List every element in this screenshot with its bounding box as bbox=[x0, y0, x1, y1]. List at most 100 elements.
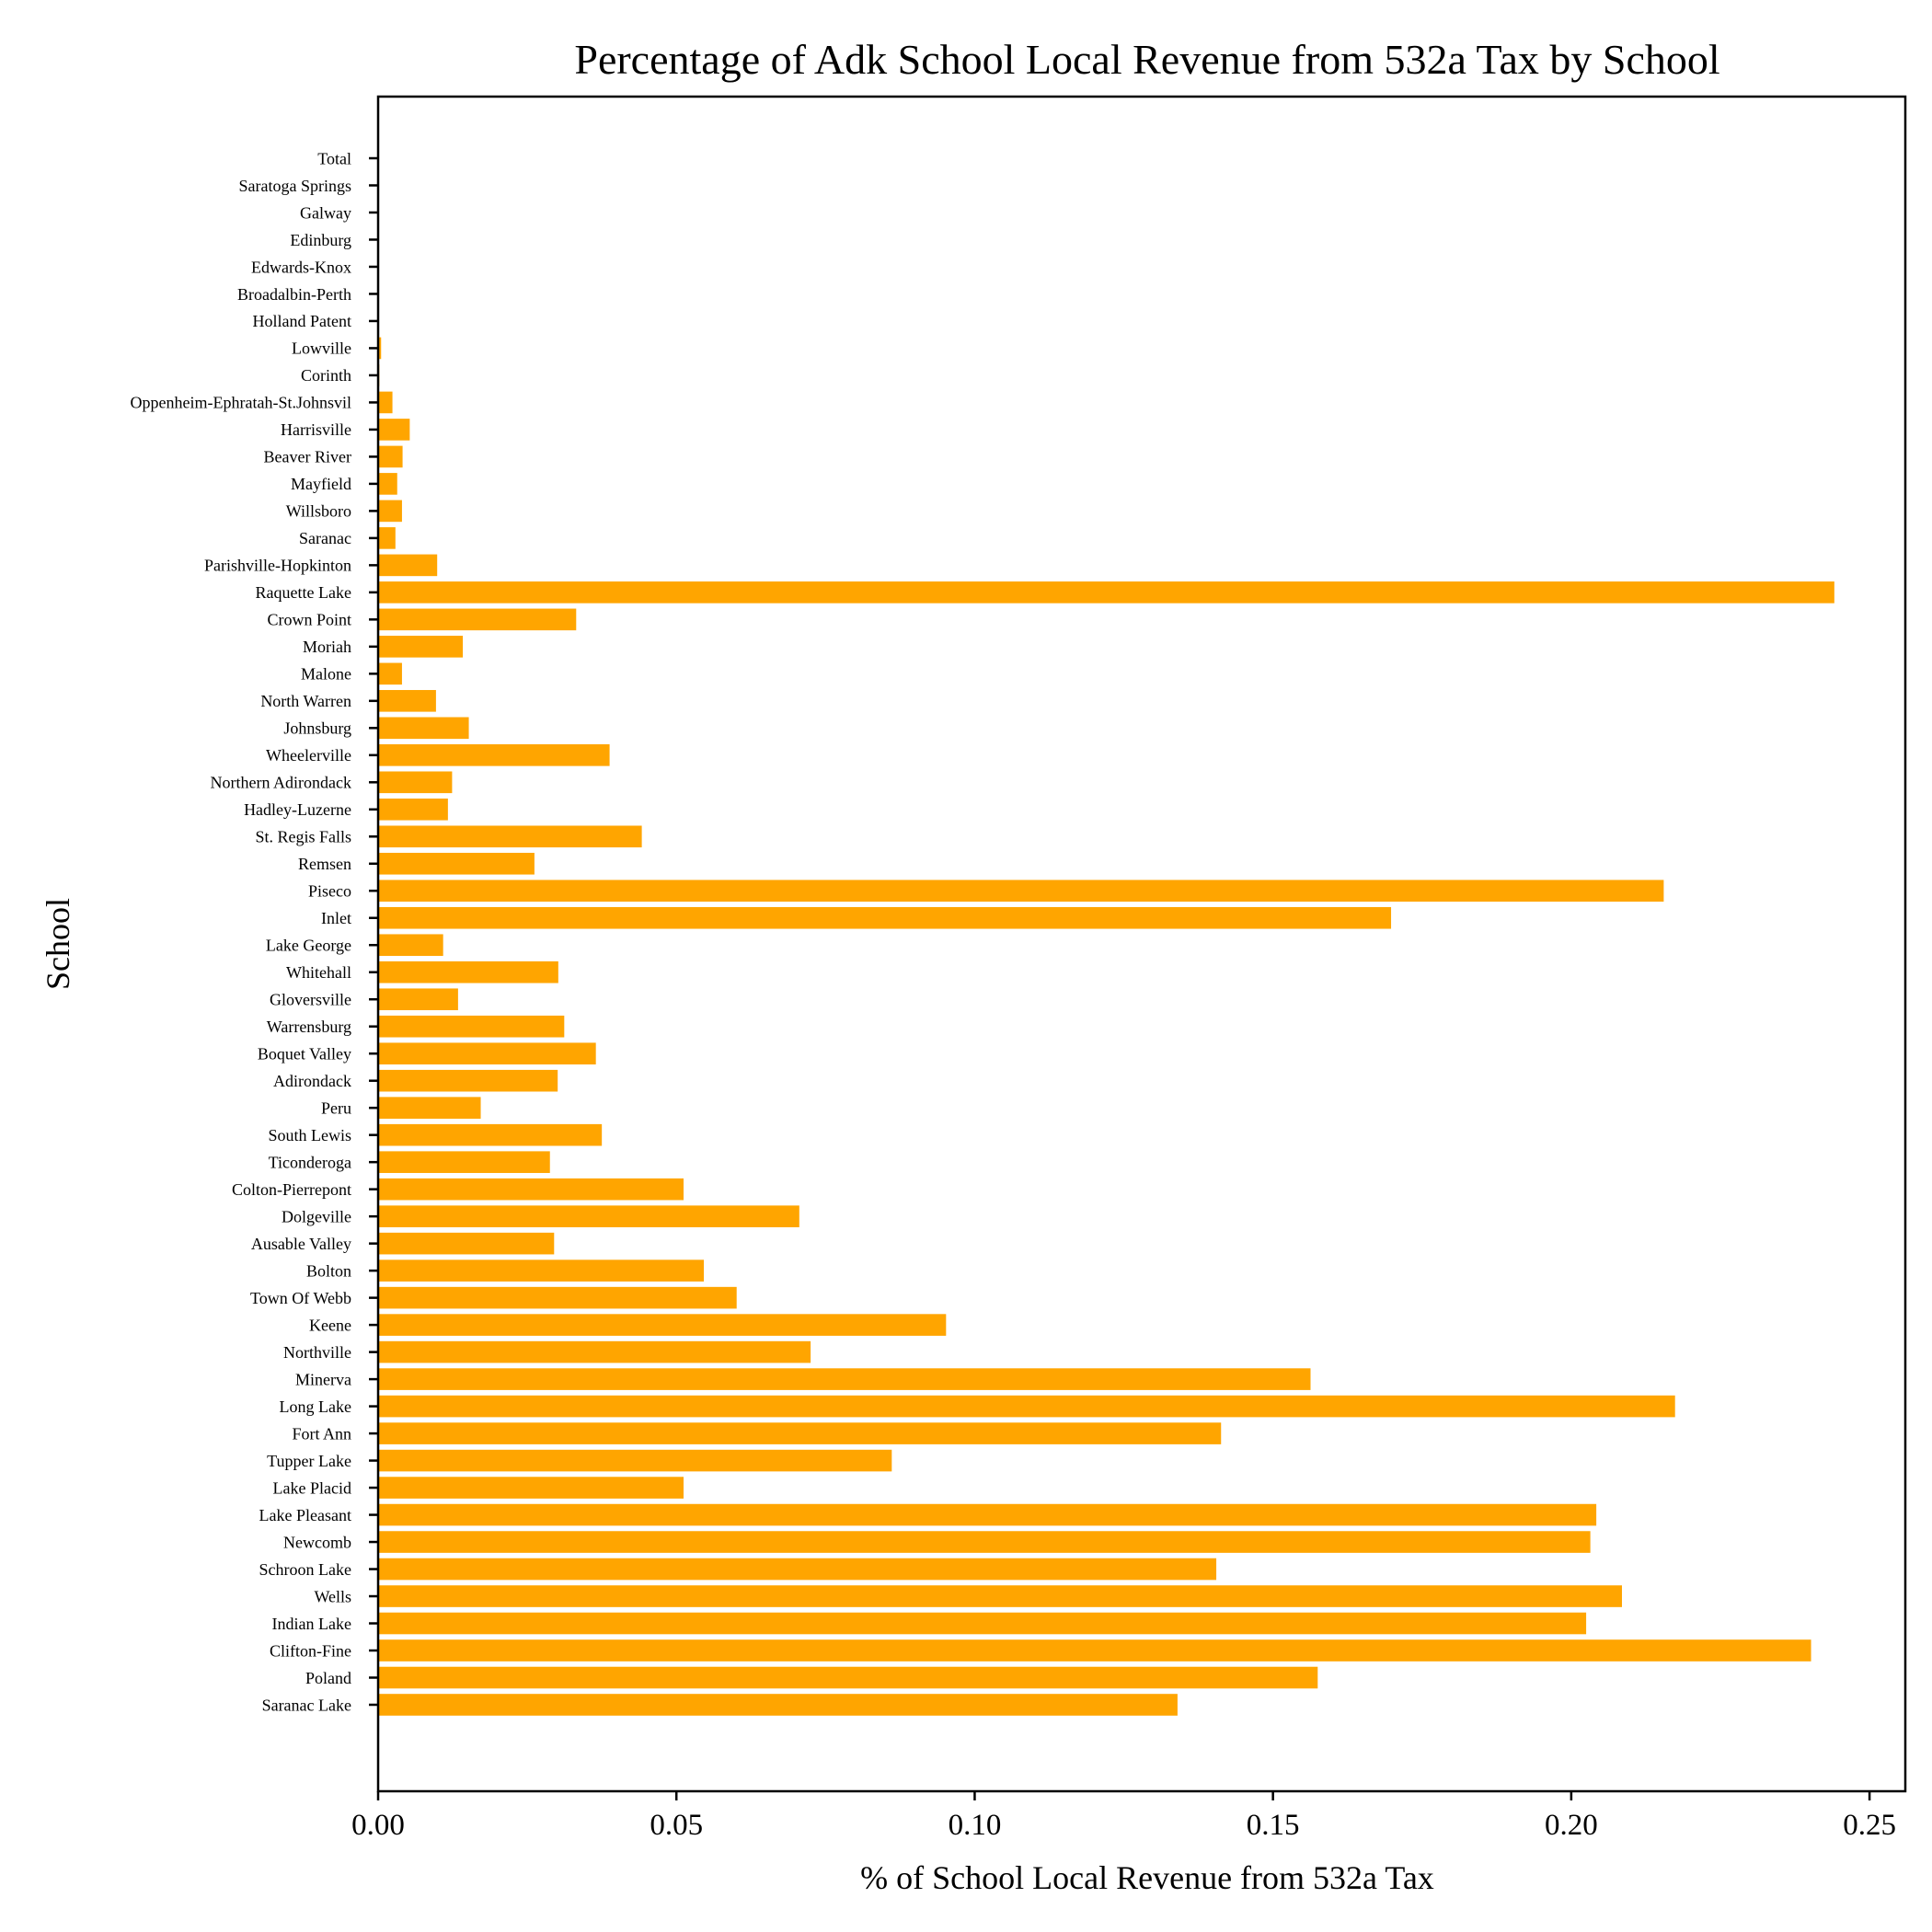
y-tick-label-south-lewis: South Lewis bbox=[268, 1126, 351, 1144]
bar-whitehall bbox=[378, 960, 558, 983]
bar-fort-ann bbox=[378, 1422, 1222, 1444]
bar-newcomb bbox=[378, 1531, 1591, 1553]
bar-parishville-hopkinton bbox=[378, 554, 438, 577]
bar-clifton-fine bbox=[378, 1639, 1811, 1662]
bar-long-lake bbox=[378, 1395, 1675, 1418]
bar-boquet-valley bbox=[378, 1042, 596, 1065]
bar-northern-adirondack bbox=[378, 771, 453, 794]
y-ticks-group: Saranac Lake Poland Clifton-Fine Indian Lak… bbox=[131, 149, 378, 1714]
bar-malone bbox=[378, 662, 402, 685]
bar-remsen bbox=[378, 852, 535, 875]
bar-warrensburg bbox=[378, 1015, 565, 1038]
bar-wheelerville bbox=[378, 744, 610, 766]
bar-colton-pierrepont bbox=[378, 1178, 684, 1201]
bar-peru bbox=[378, 1097, 481, 1119]
x-tick-label-0: 0.00 bbox=[351, 1809, 405, 1842]
y-tick-label-oppenheim-ephratah-st-johnsvil: Oppenheim-Ephratah-St.Johnsvil bbox=[131, 394, 351, 412]
y-tick-label-dolgeville: Dolgeville bbox=[282, 1207, 351, 1225]
bar-moriah bbox=[378, 636, 464, 658]
y-tick-label-moriah: Moriah bbox=[303, 638, 351, 656]
y-tick-label-broadalbin-perth: Broadalbin-Perth bbox=[237, 285, 351, 304]
bar-lake-placid bbox=[378, 1477, 684, 1499]
y-tick-label-malone: Malone bbox=[301, 665, 351, 684]
bar-south-lewis bbox=[378, 1123, 603, 1146]
x-tick-label-5: 0.25 bbox=[1843, 1809, 1896, 1842]
y-tick-label-whitehall: Whitehall bbox=[286, 963, 351, 982]
bar-bolton bbox=[378, 1259, 705, 1282]
y-tick-label-schroon-lake: Schroon Lake bbox=[259, 1560, 351, 1579]
bar-beaver-river bbox=[378, 445, 403, 468]
y-tick-label-keene: Keene bbox=[309, 1316, 351, 1334]
bar-indian-lake bbox=[378, 1612, 1587, 1635]
y-tick-label-lowville: Lowville bbox=[292, 339, 351, 358]
bar-dolgeville bbox=[378, 1205, 799, 1227]
y-tick-label-holland-patent: Holland Patent bbox=[253, 312, 351, 330]
y-tick-label-town-of-webb: Town Of Webb bbox=[250, 1289, 351, 1307]
y-tick-label-hadley-luzerne: Hadley-Luzerne bbox=[244, 800, 351, 819]
bars-group bbox=[378, 282, 1834, 1716]
y-tick-label-adirondack: Adirondack bbox=[273, 1072, 351, 1090]
y-tick-label-lake-placid: Lake Placid bbox=[273, 1478, 351, 1497]
y-tick-label-lake-pleasant: Lake Pleasant bbox=[259, 1506, 351, 1524]
bar-wells bbox=[378, 1585, 1622, 1607]
y-tick-label-newcomb: Newcomb bbox=[283, 1533, 351, 1551]
y-tick-label-peru: Peru bbox=[321, 1098, 351, 1117]
x-axis-label: % of School Local Revenue from 532a Tax bbox=[860, 1859, 1434, 1896]
bar-ausable-valley bbox=[378, 1232, 555, 1255]
y-tick-label-mayfield: Mayfield bbox=[291, 475, 351, 493]
bar-mayfield bbox=[378, 473, 397, 495]
y-tick-label-wheelerville: Wheelerville bbox=[266, 746, 351, 765]
y-tick-label-bolton: Bolton bbox=[306, 1261, 351, 1280]
y-tick-label-north-warren: North Warren bbox=[260, 692, 351, 710]
bar-adirondack bbox=[378, 1069, 558, 1092]
bar-northville bbox=[378, 1340, 811, 1363]
bar-willsboro bbox=[378, 500, 402, 523]
y-tick-label-willsboro: Willsboro bbox=[286, 502, 351, 521]
y-tick-label-inlet: Inlet bbox=[321, 909, 351, 927]
y-tick-label-warrensburg: Warrensburg bbox=[267, 1018, 351, 1036]
y-tick-label-galway: Galway bbox=[300, 203, 351, 222]
y-tick-label-minerva: Minerva bbox=[295, 1370, 351, 1388]
x-tick-label-4: 0.20 bbox=[1545, 1809, 1598, 1842]
y-tick-label-long-lake: Long Lake bbox=[280, 1397, 351, 1416]
bar-harrisville bbox=[378, 419, 410, 441]
y-tick-label-indian-lake: Indian Lake bbox=[272, 1615, 351, 1633]
bar-hadley-luzerne bbox=[378, 798, 448, 821]
y-tick-label-edwards-knox: Edwards-Knox bbox=[251, 258, 351, 276]
bar-raquette-lake bbox=[378, 581, 1834, 604]
bar-lake-pleasant bbox=[378, 1503, 1597, 1526]
y-tick-label-saratoga-springs: Saratoga Springs bbox=[239, 177, 351, 195]
y-tick-label-ausable-valley: Ausable Valley bbox=[251, 1235, 351, 1253]
y-tick-label-raquette-lake: Raquette Lake bbox=[256, 583, 351, 602]
y-tick-label-wells: Wells bbox=[314, 1587, 351, 1605]
y-tick-label-tupper-lake: Tupper Lake bbox=[267, 1452, 351, 1470]
y-tick-label-remsen: Remsen bbox=[298, 855, 351, 873]
plot-frame bbox=[376, 95, 1907, 1793]
y-tick-label-st-regis-falls: St. Regis Falls bbox=[255, 828, 351, 846]
bar-lake-george bbox=[378, 934, 443, 957]
y-tick-label-saranac: Saranac bbox=[299, 529, 351, 547]
y-tick-label-ticonderoga: Ticonderoga bbox=[269, 1153, 351, 1171]
y-tick-label-parishville-hopkinton: Parishville-Hopkinton bbox=[204, 557, 351, 575]
bar-piseco bbox=[378, 880, 1664, 903]
bar-keene bbox=[378, 1314, 947, 1336]
bar-tupper-lake bbox=[378, 1449, 892, 1472]
bar-inlet bbox=[378, 906, 1392, 929]
bar-schroon-lake bbox=[378, 1558, 1217, 1581]
y-tick-label-northern-adirondack: Northern Adirondack bbox=[211, 774, 351, 792]
y-tick-label-total: Total bbox=[317, 149, 351, 167]
chart-title: Percentage of Adk School Local Revenue f… bbox=[574, 36, 1719, 83]
y-tick-label-poland: Poland bbox=[305, 1669, 351, 1687]
x-tick-label-1: 0.05 bbox=[650, 1809, 703, 1842]
x-tick-label-2: 0.10 bbox=[949, 1809, 1002, 1842]
y-tick-label-boquet-valley: Boquet Valley bbox=[258, 1045, 351, 1064]
bar-saranac bbox=[378, 527, 396, 549]
y-tick-label-corinth: Corinth bbox=[301, 366, 351, 385]
y-tick-label-colton-pierrepont: Colton-Pierrepont bbox=[232, 1180, 351, 1199]
bar-saranac-lake bbox=[378, 1694, 1178, 1716]
y-tick-label-edinburg: Edinburg bbox=[290, 231, 351, 249]
y-tick-label-saranac-lake: Saranac Lake bbox=[262, 1696, 351, 1714]
y-tick-label-beaver-river: Beaver River bbox=[264, 448, 351, 466]
y-tick-label-piseco: Piseco bbox=[308, 882, 351, 901]
